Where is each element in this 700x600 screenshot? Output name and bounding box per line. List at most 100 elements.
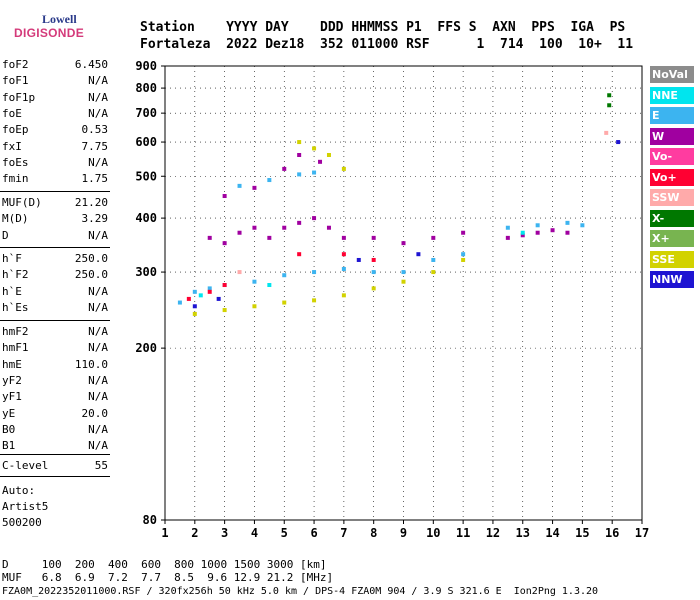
data-point [192,289,197,294]
y-tick-label: 80 [143,513,157,527]
y-tick-label: 300 [135,265,157,279]
data-point [341,293,346,298]
header-labels: Station YYYY DAY DDD HHMMSS P1 FFS S AXN… [140,20,626,35]
data-point [431,257,436,262]
legend-item: NNW [650,271,694,288]
data-point [237,230,242,235]
y-tick-label: 900 [135,59,157,73]
data-point [341,166,346,171]
param-row: M(D) 3.29 [2,212,108,225]
legend-item: Vo- [650,148,694,165]
separator [0,476,110,477]
param-row: h`E N/A [2,285,108,298]
data-point [198,293,203,298]
param-value: N/A [88,106,108,120]
data-point [371,286,376,291]
x-tick-label: 6 [310,526,317,540]
data-point [616,140,621,145]
data-point [237,183,242,188]
param-row: C-level 55 [2,459,108,472]
legend-item: W [650,127,694,145]
param-value: 21.20 [74,196,108,209]
digisonde-logo: Lowell DIGISONDE [4,4,84,44]
data-point [505,225,510,230]
param-name: C-level [2,459,49,472]
y-tick-label: 500 [135,169,157,183]
data-point [416,252,421,257]
param-row: B0 N/A [2,423,108,436]
x-tick-label: 11 [456,526,470,540]
param-value: 250.0 [74,252,108,265]
data-point [461,257,466,262]
legend-item: NNE [650,86,694,104]
param-value: N/A [88,422,108,436]
param-row: fxI 7.75 [2,140,108,153]
footer-muf-row: MUF 6.8 6.9 7.2 7.7 8.5 9.6 12.9 21.2 [M… [2,571,334,584]
data-point [535,230,540,235]
x-tick-label: 12 [486,526,500,540]
logo-lowell-text: Lowell [42,12,77,26]
data-point [401,270,406,275]
separator [0,320,110,321]
legend-item: X- [650,209,694,227]
data-point [341,252,346,257]
param-name: hmF1 [2,341,29,355]
data-point [312,146,317,151]
x-tick-label: 14 [545,526,559,540]
separator [0,247,110,248]
param-value: N/A [88,325,108,338]
param-name: foE [2,106,22,120]
data-point [565,230,570,235]
x-tick-label: 8 [370,526,377,540]
data-point [222,194,227,199]
legend-item: SSE [650,250,694,268]
param-row: B1 N/A [2,439,108,452]
data-point [282,225,287,230]
param-row: hmF1 N/A [2,341,108,354]
auto-code: 500200 [2,516,42,529]
param-name: fxI [2,139,22,153]
data-point [222,241,227,246]
param-name: h`F2 [2,268,29,282]
data-point [237,270,242,275]
data-point [297,140,302,145]
param-row: yF2 N/A [2,374,108,387]
param-value: 7.75 [81,139,109,153]
data-point [341,235,346,240]
data-point [297,252,302,257]
param-row: foEs N/A [2,156,108,169]
param-name: M(D) [2,212,29,226]
param-row: foE N/A [2,107,108,120]
param-row: h`F 250.0 [2,252,108,265]
data-point [565,220,570,225]
auto-artist: Artist5 [2,500,49,513]
param-row: h`Es N/A [2,301,108,314]
param-row: yF1 N/A [2,390,108,403]
data-point [252,304,257,309]
param-row: hmF2 N/A [2,325,108,338]
x-tick-label: 4 [251,526,258,540]
param-row: foF2 6.450 [2,58,108,71]
data-point [207,286,212,291]
separator [0,191,110,192]
x-tick-label: 13 [516,526,530,540]
data-point [461,230,466,235]
data-point [282,166,287,171]
param-value: 55 [94,459,108,472]
data-point [341,266,346,271]
param-name: B0 [2,422,16,436]
data-point [535,223,540,228]
legend-item: E [650,107,694,124]
data-point [252,225,257,230]
data-point [312,170,317,175]
x-tick-label: 3 [221,526,228,540]
y-tick-label: 400 [135,211,157,225]
data-point [431,270,436,275]
data-point [282,273,287,278]
param-row: foF1 N/A [2,74,108,87]
x-tick-label: 16 [605,526,619,540]
data-point [607,93,612,98]
x-tick-label: 7 [340,526,347,540]
param-value: N/A [88,90,108,104]
data-point [550,228,555,233]
